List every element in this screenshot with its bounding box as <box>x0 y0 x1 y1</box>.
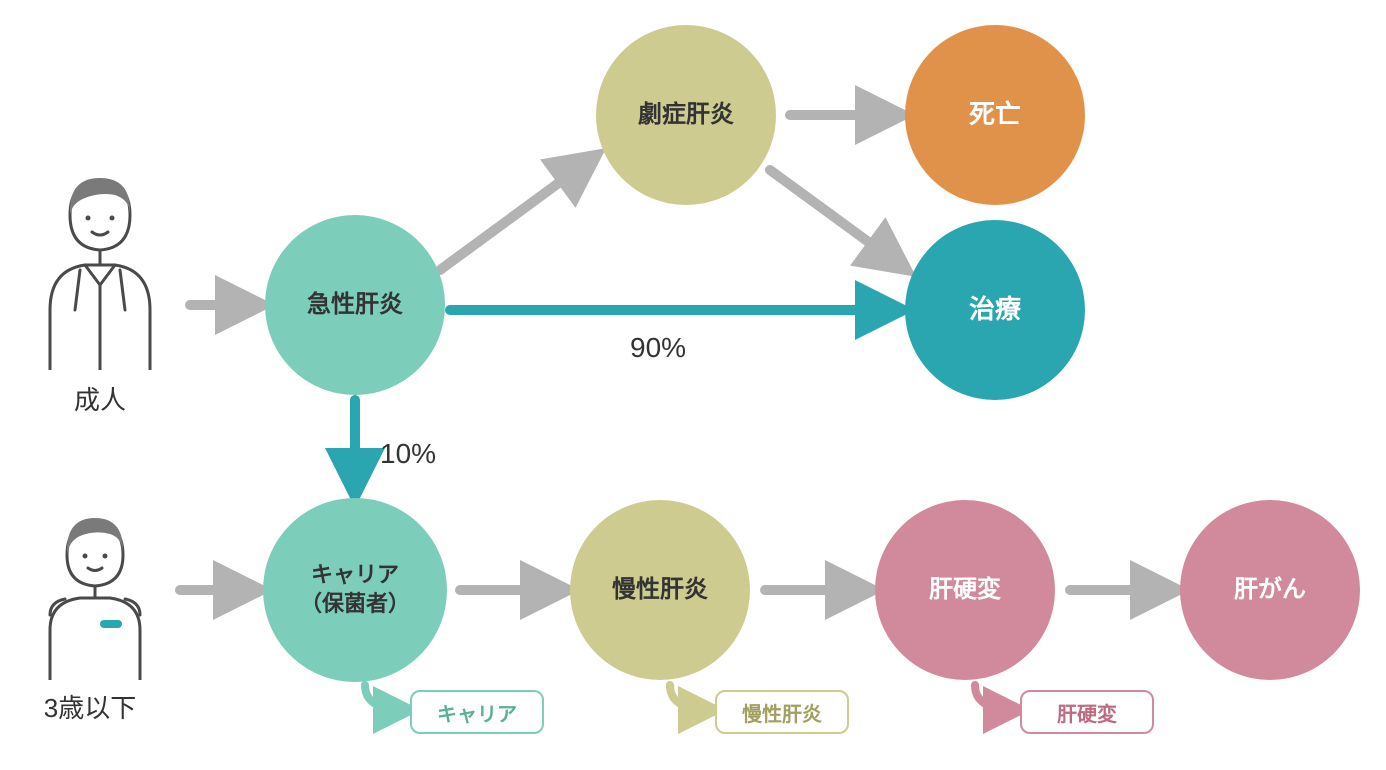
label-10pct: 10% <box>380 438 436 470</box>
node-fulminant-label: 劇症肝炎 <box>638 99 734 130</box>
arrow-chronic-curve <box>670 685 710 710</box>
node-cancer-label: 肝がん <box>1234 574 1306 605</box>
node-treatment-label: 治療 <box>969 293 1021 327</box>
badge-chronic: 慢性肝炎 <box>715 690 849 734</box>
arrow-acute-to-fulminant <box>440 160 590 270</box>
adult-label: 成人 <box>20 380 180 417</box>
node-cirrhosis: 肝硬変 <box>875 500 1055 680</box>
arrow-carrier-curve <box>365 685 405 710</box>
node-carrier-label: キャリア （保菌者） <box>300 561 410 618</box>
node-acute-label: 急性肝炎 <box>307 289 403 320</box>
node-chronic-label: 慢性肝炎 <box>612 574 708 605</box>
node-acute: 急性肝炎 <box>265 215 445 395</box>
node-carrier: キャリア （保菌者） <box>263 498 447 682</box>
badge-chronic-label: 慢性肝炎 <box>742 698 822 727</box>
badge-carrier: キャリア <box>410 690 544 734</box>
badge-carrier-label: キャリア <box>437 698 517 727</box>
person-child <box>25 510 165 685</box>
person-adult <box>20 170 180 375</box>
node-cancer: 肝がん <box>1180 500 1360 680</box>
node-death: 死亡 <box>905 25 1085 205</box>
badge-cirrhosis-label: 肝硬変 <box>1057 698 1117 727</box>
child-label: 3歳以下 <box>10 688 170 725</box>
node-cirrhosis-label: 肝硬変 <box>929 574 1001 605</box>
badge-cirrhosis: 肝硬変 <box>1020 690 1154 734</box>
node-fulminant: 劇症肝炎 <box>596 25 776 205</box>
node-death-label: 死亡 <box>969 98 1021 132</box>
arrow-cirrhosis-curve <box>975 685 1015 710</box>
label-90pct: 90% <box>630 332 686 364</box>
node-treatment: 治療 <box>905 220 1085 400</box>
node-chronic: 慢性肝炎 <box>570 500 750 680</box>
arrow-fulminant-to-treat <box>770 170 900 265</box>
